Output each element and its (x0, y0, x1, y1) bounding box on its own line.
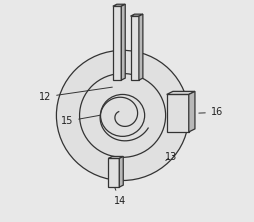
Polygon shape (108, 157, 123, 159)
Ellipse shape (80, 73, 166, 157)
Bar (131, 16, 139, 80)
Polygon shape (139, 14, 143, 80)
Bar (167, 94, 189, 132)
Polygon shape (121, 4, 125, 80)
Bar (108, 159, 119, 187)
Polygon shape (131, 14, 143, 16)
Polygon shape (119, 157, 123, 187)
Text: 14: 14 (114, 188, 126, 206)
Polygon shape (189, 91, 195, 132)
Ellipse shape (101, 94, 145, 136)
Text: 16: 16 (199, 107, 223, 117)
Polygon shape (167, 91, 195, 94)
Text: 13: 13 (165, 152, 177, 162)
Ellipse shape (56, 50, 189, 180)
Polygon shape (113, 4, 125, 6)
Text: 12: 12 (39, 87, 112, 102)
Bar (113, 6, 121, 80)
Text: 15: 15 (61, 114, 109, 126)
